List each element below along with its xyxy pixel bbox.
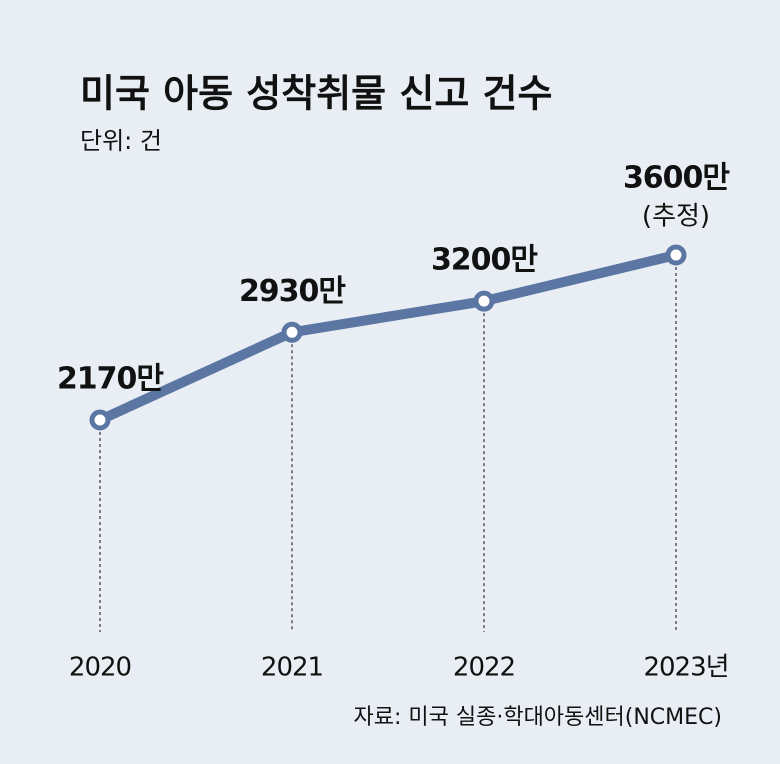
value-label: 3600만 bbox=[623, 161, 730, 196]
x-tick-label: 2022 bbox=[453, 653, 515, 683]
value-label: 3200만 bbox=[431, 243, 538, 278]
x-tick-label: 2020 bbox=[69, 653, 131, 683]
x-tick-label: 2023년 bbox=[643, 653, 728, 683]
point bbox=[665, 244, 687, 266]
chart-title: 미국 아동 성착취물 신고 건수 bbox=[80, 72, 552, 116]
value-label: 2170만 bbox=[57, 362, 164, 397]
source: 자료: 미국 실종·학대아동센터(NCMEC) bbox=[354, 705, 723, 730]
x-tick-label: 2021 bbox=[261, 653, 323, 683]
line bbox=[95, 250, 681, 425]
point bbox=[473, 290, 495, 312]
annotation: (추정) bbox=[642, 202, 710, 232]
value-label: 2930만 bbox=[239, 274, 346, 309]
chart-subtitle: 단위: 건 bbox=[80, 127, 162, 155]
point bbox=[281, 321, 303, 343]
point bbox=[89, 409, 111, 431]
